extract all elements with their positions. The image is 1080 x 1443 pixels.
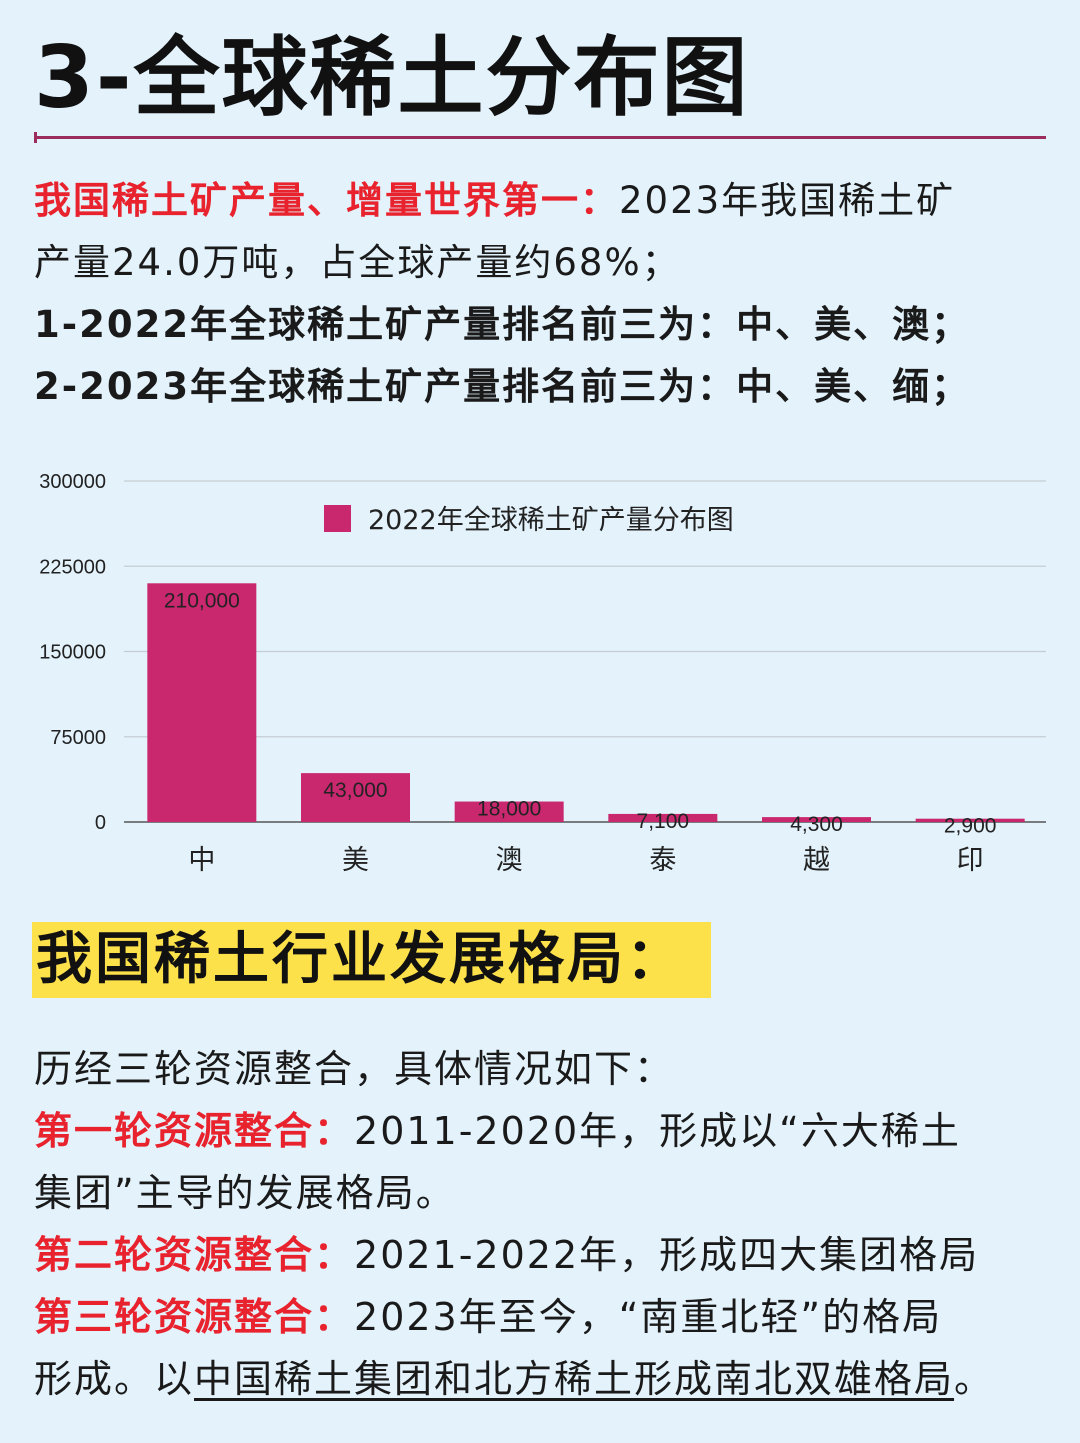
round-1-continuation: 集团”主导的发展格局。 [34, 1171, 456, 1215]
bar [301, 773, 410, 822]
round-2-line: 第二轮资源整合：2021-2022年，形成四大集团格局 [34, 1224, 1046, 1286]
intro-line-4: 2-2023年全球稀土矿产量排名前三为：中、美、缅； [34, 365, 971, 408]
x-tick-label: 泰 [649, 845, 676, 876]
round-3-continuation: 形成。以中国稀土集团和北方稀土形成南北双雄格局。 [34, 1348, 1046, 1410]
x-tick-label: 印 [957, 845, 984, 876]
section-intro-line: 历经三轮资源整合，具体情况如下： [34, 1047, 675, 1091]
data-label: 210,000 [164, 589, 240, 612]
round-3-line: 第三轮资源整合：2023年至今，“南重北轻”的格局 [34, 1286, 1046, 1348]
bar [915, 818, 1025, 822]
y-tick-label: 0 [95, 812, 106, 834]
round-2-label: 第二轮资源整合： [34, 1233, 355, 1277]
bar-chart-svg: 0 75000 150000 225000 300000 210,000 中 43,000 美 1… [39, 471, 1046, 876]
bar [147, 583, 257, 822]
y-tick-label: 150000 [39, 642, 106, 664]
round-1-text: 2011-2020年，形成以“六大稀土 [354, 1109, 961, 1153]
y-tick-label: 75000 [50, 727, 106, 749]
round-3-text: 2023年至今，“南重北轻”的格局 [354, 1295, 943, 1339]
round-3-label: 第三轮资源整合： [34, 1295, 355, 1339]
intro-line-3: 1-2022年全球稀土矿产量排名前三为：中、美、澳； [34, 303, 971, 346]
round-3-cont-b: 。 [954, 1357, 995, 1401]
title-divider [34, 132, 1046, 143]
bar [454, 801, 564, 822]
data-label: 4,300 [790, 813, 843, 836]
x-tick-label: 美 [342, 845, 369, 876]
legend-label: 2022年全球稀土矿产量分布图 [368, 505, 734, 536]
bar [608, 813, 718, 822]
legend-swatch [324, 505, 351, 532]
y-tick-label: 300000 [39, 471, 106, 493]
round-1-label: 第一轮资源整合： [34, 1109, 355, 1153]
round-3-underlined: 中国稀土集团和北方稀土形成南北双雄格局 [194, 1357, 955, 1401]
data-label: 43,000 [323, 779, 387, 802]
x-tick-label: 越 [803, 845, 830, 876]
x-tick-label: 澳 [496, 845, 523, 876]
round-2-text: 2021-2022年，形成四大集团格局 [354, 1233, 980, 1277]
data-label: 2,900 [944, 815, 997, 838]
x-tick-label: 中 [188, 845, 215, 876]
intro-line-2: 产量24.0万吨，占全球产量约68%； [34, 241, 681, 284]
intro-lead-highlight: 我国稀土矿产量、增量世界第一： [34, 179, 619, 222]
data-label: 18,000 [477, 798, 541, 821]
y-tick-label: 225000 [39, 556, 106, 578]
development-section: 历经三轮资源整合，具体情况如下： 第一轮资源整合：2011-2020年，形成以“… [34, 1038, 1046, 1410]
intro-lead-text: 2023年我国稀土矿 [619, 179, 956, 222]
data-label: 7,100 [637, 810, 690, 833]
page-title: 3-全球稀土分布图 [34, 28, 750, 128]
round-3-cont-a: 形成。以 [34, 1357, 195, 1401]
intro-line-1: 我国稀土矿产量、增量世界第一：2023年我国稀土矿 [34, 170, 1044, 232]
intro-section: 我国稀土矿产量、增量世界第一：2023年我国稀土矿 产量24.0万吨，占全球产量… [34, 170, 1044, 418]
bar [762, 817, 871, 822]
bar-chart: 0 75000 150000 225000 300000 210,000 中 43,000 美 1… [0, 455, 1080, 895]
section-heading: 我国稀土行业发展格局： [32, 922, 711, 998]
round-1-line: 第一轮资源整合：2011-2020年，形成以“六大稀土 [34, 1100, 1046, 1162]
